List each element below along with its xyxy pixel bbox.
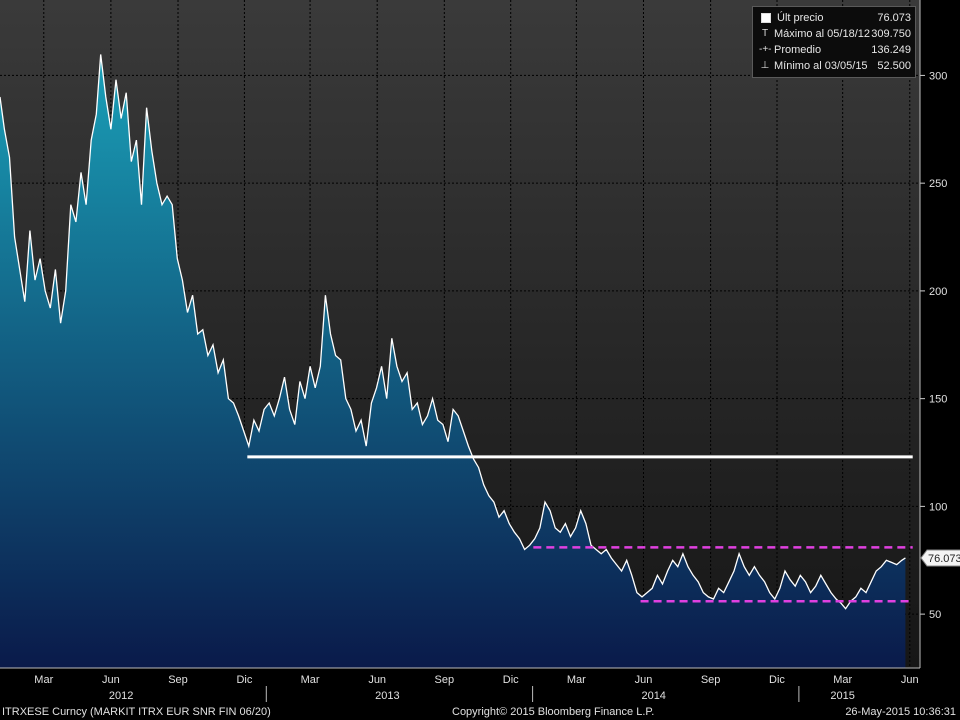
footer-ticker: ITRXESE Curncy (MARKIT ITRX EUR SNR FIN … <box>2 706 271 718</box>
legend-value: 309.750 <box>871 28 911 40</box>
x-month-label: Sep <box>701 674 721 686</box>
footer-copyright: Copyright© 2015 Bloomberg Finance L.P. <box>452 706 655 718</box>
y-tick-label: 300 <box>929 70 947 82</box>
legend-label: Promedio <box>774 44 822 56</box>
price-line <box>0 54 906 610</box>
x-month-label: Jun <box>635 674 653 686</box>
x-month-label: Mar <box>567 674 586 686</box>
y-tick-label: 200 <box>929 286 947 298</box>
x-year-label: 2014 <box>641 690 665 702</box>
y-tick-label: 250 <box>929 178 947 190</box>
x-year-label: 2012 <box>109 690 133 702</box>
x-year-label: 2013 <box>375 690 399 702</box>
legend-label: Últ precio <box>777 12 824 24</box>
x-month-label: Jun <box>901 674 919 686</box>
last-value-marker: 76.073 <box>920 549 960 567</box>
x-month-label: Dic <box>503 674 519 686</box>
legend: Últ precio 76.073 T Máximo al 05/18/12 3… <box>752 6 916 78</box>
legend-row-max: T Máximo al 05/18/12 309.750 <box>759 26 911 42</box>
legend-label: Mínimo al 03/05/15 <box>774 60 868 72</box>
legend-row-min: ⊥ Mínimo al 03/05/15 52.500 <box>759 58 911 74</box>
y-tick-label: 100 <box>929 501 947 513</box>
last-value-label: 76.073 <box>928 553 960 565</box>
y-tick-label: 50 <box>929 609 941 621</box>
legend-max-icon: T <box>761 28 769 39</box>
x-month-label: Mar <box>34 674 53 686</box>
price-area <box>0 54 906 668</box>
legend-avg-icon: -+- <box>759 44 772 55</box>
x-month-label: Mar <box>301 674 320 686</box>
y-tick-label: 150 <box>929 394 947 406</box>
x-month-label: Sep <box>435 674 455 686</box>
footer: ITRXESE Curncy (MARKIT ITRX EUR SNR FIN … <box>0 704 960 720</box>
legend-row-last-price: Últ precio 76.073 <box>759 10 911 26</box>
x-month-label: Sep <box>168 674 188 686</box>
legend-value: 136.249 <box>871 44 911 56</box>
x-month-label: Jun <box>102 674 120 686</box>
x-month-label: Mar <box>833 674 852 686</box>
reference-lines <box>247 455 913 603</box>
legend-min-icon: ⊥ <box>760 60 770 71</box>
footer-timestamp: 26-May-2015 10:36:31 <box>845 706 956 718</box>
legend-value: 52.500 <box>877 60 911 72</box>
legend-label: Máximo al 05/18/12 <box>774 28 870 40</box>
x-month-label: Jun <box>368 674 386 686</box>
price-area-layer <box>0 54 906 668</box>
legend-box-icon <box>761 13 771 23</box>
legend-value: 76.073 <box>877 12 911 24</box>
legend-row-avg: -+- Promedio 136.249 <box>759 42 911 58</box>
last-value-tag <box>920 549 960 567</box>
axes: 50 100 150 200 250 300 Mar Jun Sep Dic Mar Jun Sep Di… <box>0 0 960 702</box>
x-month-label: Dic <box>236 674 252 686</box>
x-year-label: 2015 <box>830 690 854 702</box>
x-month-label: Dic <box>769 674 785 686</box>
